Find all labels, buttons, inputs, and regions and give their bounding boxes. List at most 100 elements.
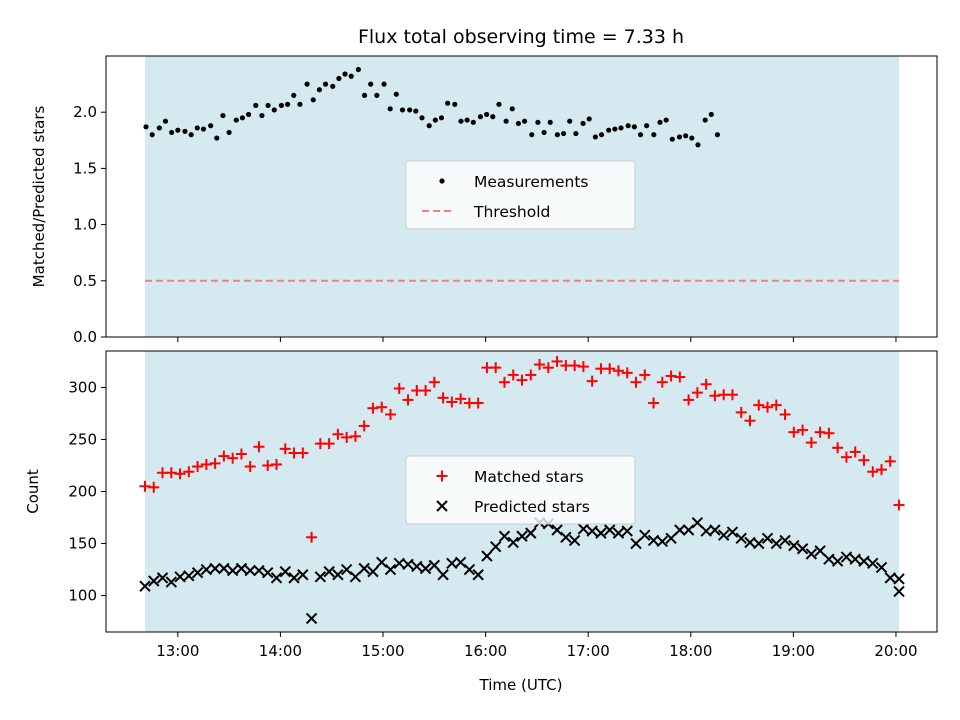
x-stroke-b: [235, 562, 248, 575]
predicted-star-point: [428, 559, 441, 572]
x-stroke-b: [174, 571, 186, 583]
measurement-point: [246, 111, 252, 118]
matched-star-point: [341, 431, 353, 443]
count-marks: [139, 355, 905, 625]
count-legend: Matched stars Predicted stars: [405, 455, 636, 525]
x-stroke-b: [735, 532, 747, 545]
x-stroke-b: [384, 563, 397, 576]
predicted-star-point: [148, 575, 160, 587]
predicted-star-point: [454, 556, 467, 568]
matched-star-point: [349, 430, 361, 442]
matched-star-point: [174, 468, 186, 480]
predicted-star-point: [656, 535, 669, 548]
predicted-star-point: [376, 556, 388, 568]
predicted-star-point: [674, 524, 686, 536]
measurement-point: [521, 118, 528, 124]
predicted-star-point: [770, 537, 782, 550]
predicted-star-point: [367, 565, 379, 578]
matched-star-point: [709, 390, 721, 402]
predicted-star-point: [753, 537, 765, 550]
matched-star-point: [516, 374, 528, 386]
count-y-label: Count: [24, 469, 42, 514]
x-stroke-b: [586, 525, 598, 537]
matched-star-point: [376, 401, 388, 413]
predicted-star-point: [717, 529, 730, 541]
measurement-point: [393, 91, 399, 97]
measurement-point: [162, 118, 169, 124]
matched-star-point: [876, 464, 888, 476]
predicted-star-point: [226, 564, 239, 577]
x-tick-label: 18:00: [669, 642, 712, 660]
x-stroke-b: [332, 569, 344, 581]
y-tick-label: 1.5: [73, 159, 97, 177]
predicted-star-point: [165, 576, 177, 588]
measurement-point: [348, 73, 354, 79]
measurement-point: [361, 92, 368, 98]
predicted-star-point: [805, 548, 818, 560]
y-tick-label: 0.0: [73, 328, 97, 346]
x-stroke-b: [805, 548, 818, 560]
measurement-point: [702, 117, 708, 123]
matched-star-point: [735, 406, 747, 418]
matched-star-point: [192, 461, 204, 473]
matched-star-point: [814, 426, 826, 438]
x-stroke-b: [849, 553, 861, 565]
measurement-point: [644, 123, 650, 129]
measurement-point: [637, 132, 644, 138]
measurement-point: [490, 114, 496, 120]
x-stroke-b: [893, 585, 905, 598]
matched-star-point: [621, 367, 633, 379]
predicted-star-point: [481, 550, 493, 562]
predicted-star-point: [235, 562, 248, 575]
matched-star-point: [762, 401, 774, 413]
matched-star-point: [840, 451, 852, 463]
ratio-x-ticks: [177, 337, 897, 342]
predicted-star-point: [875, 561, 888, 574]
x-stroke-b: [639, 529, 651, 541]
predicted-star-point: [603, 524, 616, 536]
matched-star-point: [753, 399, 765, 411]
x-stroke-b: [726, 526, 739, 538]
x-stroke-b: [428, 559, 441, 572]
legend-label: Measurements: [474, 173, 589, 191]
measurement-point: [214, 135, 220, 141]
predicted-star-point: [560, 531, 572, 543]
measurement-point: [310, 97, 316, 103]
matched-star-point: [849, 446, 861, 458]
matched-star-point: [384, 408, 396, 420]
legend-label: Matched stars: [474, 468, 584, 486]
predicted-star-point: [788, 539, 800, 552]
measurement-point: [683, 133, 689, 139]
predicted-star-point: [244, 564, 256, 577]
predicted-star-point: [577, 523, 590, 535]
matched-star-point: [586, 375, 598, 387]
predicted-star-point: [384, 563, 397, 576]
x-stroke-b: [630, 537, 642, 550]
x-stroke-b: [867, 557, 879, 570]
measurement-point: [458, 118, 464, 124]
measurement-point: [291, 92, 297, 98]
x-stroke-b: [560, 531, 572, 543]
measurement-point: [657, 119, 663, 125]
x-stroke-b: [656, 535, 669, 548]
x-stroke-b: [446, 557, 458, 570]
predicted-star-point: [139, 580, 151, 592]
legend-box: [405, 455, 636, 525]
measurement-point: [515, 120, 522, 127]
predicted-star-point: [472, 569, 484, 581]
predicted-star-point: [682, 524, 695, 536]
x-tick-label: 14:00: [259, 642, 302, 660]
x-stroke-b: [262, 566, 274, 579]
predicted-star-point: [796, 543, 809, 555]
matched-star-point: [253, 441, 265, 453]
x-stroke-b: [507, 536, 519, 549]
matched-star-point: [744, 415, 756, 427]
measurement-point: [149, 132, 155, 138]
measurement-point: [432, 117, 438, 123]
x-stroke-b: [454, 556, 467, 568]
matched-star-point: [209, 457, 221, 469]
matched-star-point: [507, 369, 519, 381]
measurement-point: [284, 101, 291, 107]
y-tick-label: 100: [68, 587, 97, 605]
matched-star-point: [823, 427, 835, 439]
